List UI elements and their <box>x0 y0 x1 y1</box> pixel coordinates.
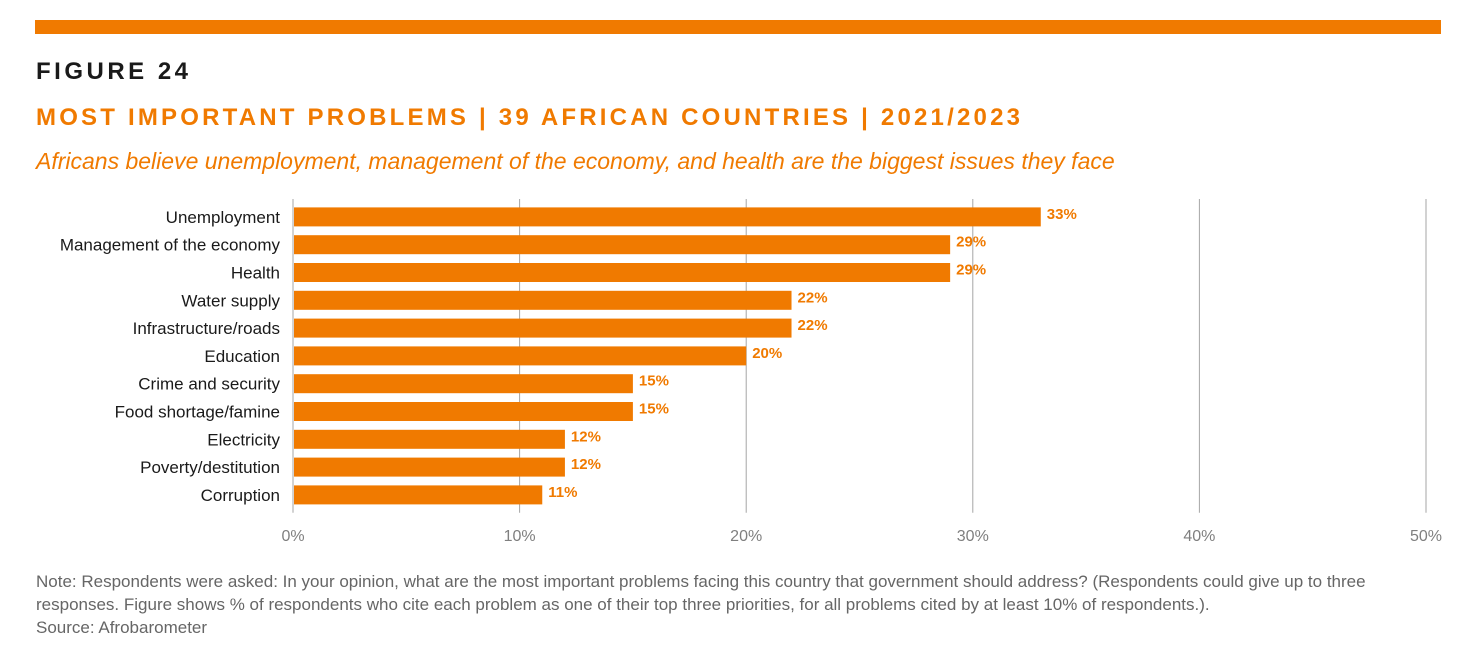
bar <box>294 374 633 394</box>
top-accent-bar <box>35 20 1441 34</box>
bar <box>294 429 565 449</box>
value-label: 29% <box>956 234 986 251</box>
bar <box>294 235 951 255</box>
chart-note: Note: Respondents were asked: In your op… <box>36 570 1451 639</box>
value-label: 15% <box>639 373 669 390</box>
chart-subtitle: Africans believe unemployment, managemen… <box>36 148 1115 174</box>
category-label: Health <box>231 264 280 283</box>
category-label: Education <box>204 347 280 366</box>
category-label: Electricity <box>207 430 280 449</box>
value-label: 15% <box>639 401 669 418</box>
bar <box>294 263 951 282</box>
category-label: Infrastructure/roads <box>133 319 280 338</box>
value-label: 33% <box>1047 206 1077 223</box>
x-tick-label: 0% <box>281 528 304 545</box>
category-label: Poverty/destitution <box>140 458 280 477</box>
value-label: 22% <box>798 317 828 334</box>
x-tick-label: 10% <box>504 528 536 545</box>
category-label: Crime and security <box>138 375 280 394</box>
category-label: Water supply <box>181 291 280 310</box>
category-label: Unemployment <box>166 208 281 227</box>
bar-chart: Unemployment 33% Management of the economy… <box>60 199 1442 545</box>
bar <box>294 485 543 505</box>
source-text: Source: Afrobarometer <box>36 618 208 637</box>
value-label: 29% <box>956 262 986 279</box>
x-tick-label: 50% <box>1410 528 1442 545</box>
value-label: 22% <box>798 289 828 306</box>
category-label: Food shortage/famine <box>115 403 280 422</box>
bar <box>294 207 1041 227</box>
note-text: Note: Respondents were asked: In your op… <box>36 572 1366 614</box>
value-label: 12% <box>571 456 601 473</box>
category-label: Management of the economy <box>60 236 281 255</box>
bar <box>294 402 633 421</box>
chart-title: MOST IMPORTANT PROBLEMS | 39 AFRICAN COU… <box>36 104 1024 131</box>
value-label: 20% <box>752 345 782 362</box>
bar <box>294 346 747 366</box>
x-tick-label: 20% <box>730 528 762 545</box>
bar <box>294 290 792 310</box>
figure-label: FIGURE 24 <box>36 58 192 85</box>
bar <box>294 318 792 338</box>
x-tick-label: 40% <box>1183 528 1215 545</box>
bar <box>294 457 565 477</box>
value-label: 12% <box>571 428 601 445</box>
x-tick-label: 30% <box>957 528 989 545</box>
value-label: 11% <box>548 484 577 501</box>
category-label: Corruption <box>201 486 280 505</box>
